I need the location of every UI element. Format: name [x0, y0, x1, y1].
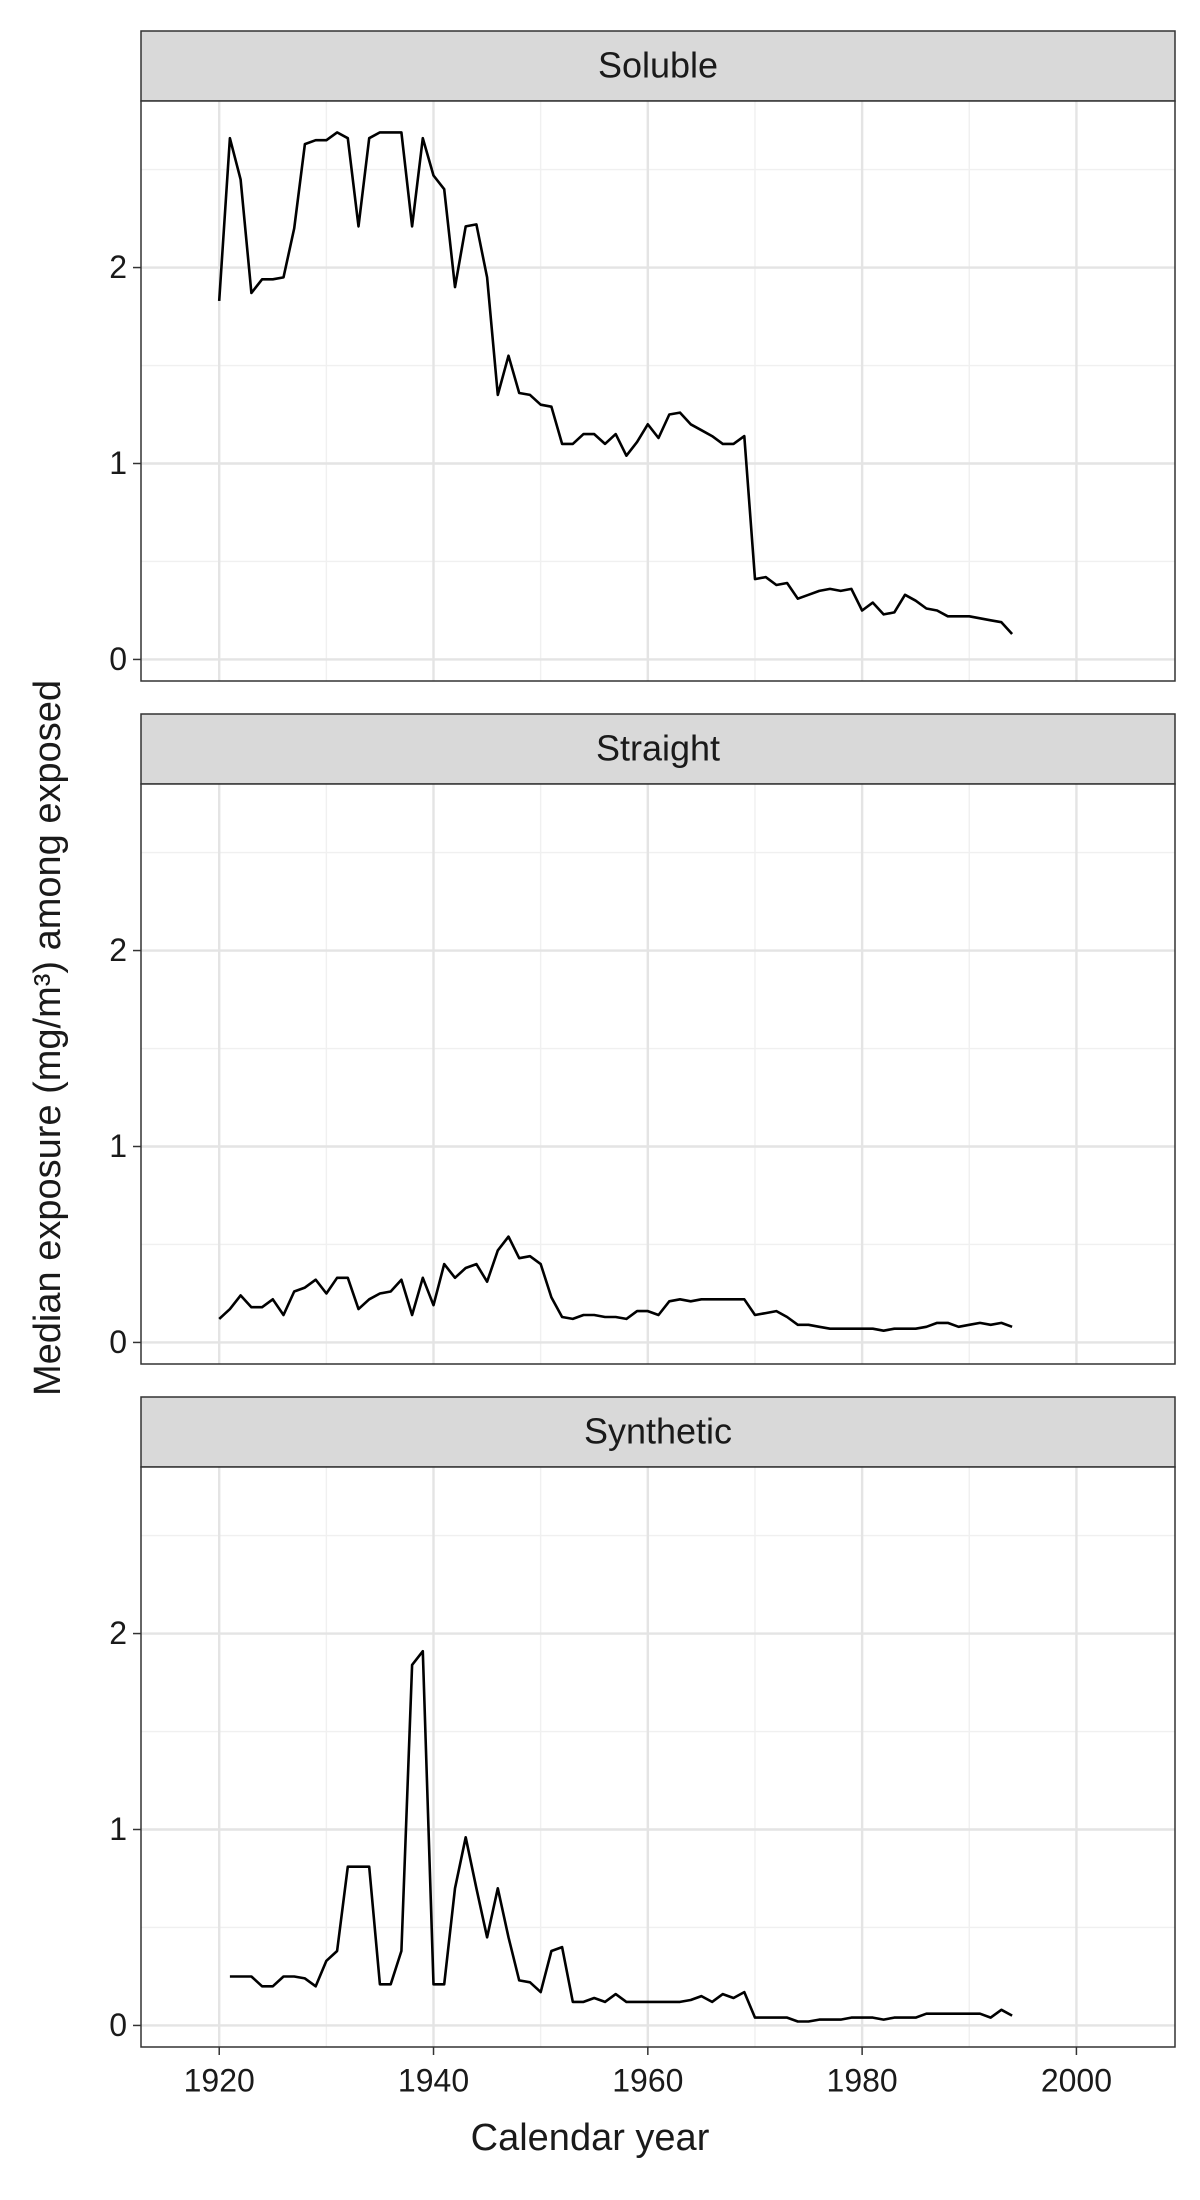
- line: [229, 1649, 1013, 2023]
- panel-title: Synthetic: [584, 1411, 732, 1452]
- y-tick-label: 2: [109, 249, 127, 285]
- y-tick-label: 2: [109, 1615, 127, 1651]
- y-tick-label: 1: [109, 445, 127, 481]
- line: [217, 131, 1014, 635]
- plot-area: [141, 784, 1175, 1364]
- y-tick-label: 0: [109, 2007, 127, 2043]
- y-tick-label: 2: [109, 932, 127, 968]
- x-tick-label: 1940: [398, 2062, 469, 2098]
- plot-area: [141, 1467, 1175, 2047]
- x-tick-label: 2000: [1041, 2062, 1112, 2098]
- y-tick-label: 1: [109, 1128, 127, 1164]
- panel-border: [140, 783, 1176, 1365]
- x-tick-label: 1960: [612, 2062, 683, 2098]
- plot-area: [141, 101, 1175, 681]
- x-axis-label: Calendar year: [471, 2117, 710, 2159]
- y-tick-label: 0: [109, 641, 127, 677]
- strip: [140, 1396, 1176, 1468]
- panel-title: Straight: [596, 728, 720, 769]
- line: [218, 1235, 1013, 1332]
- strip: [140, 30, 1176, 102]
- panel-border: [140, 100, 1176, 682]
- y-tick-label: 1: [109, 1811, 127, 1847]
- panel-title: Soluble: [598, 45, 718, 86]
- panel-border: [140, 1466, 1176, 2048]
- y-tick-label: 0: [109, 1324, 127, 1360]
- y-axis-label: Median exposure (mg/m³) among exposed: [27, 680, 69, 1396]
- x-tick-label: 1980: [827, 2062, 898, 2098]
- x-tick-label: 1920: [184, 2062, 255, 2098]
